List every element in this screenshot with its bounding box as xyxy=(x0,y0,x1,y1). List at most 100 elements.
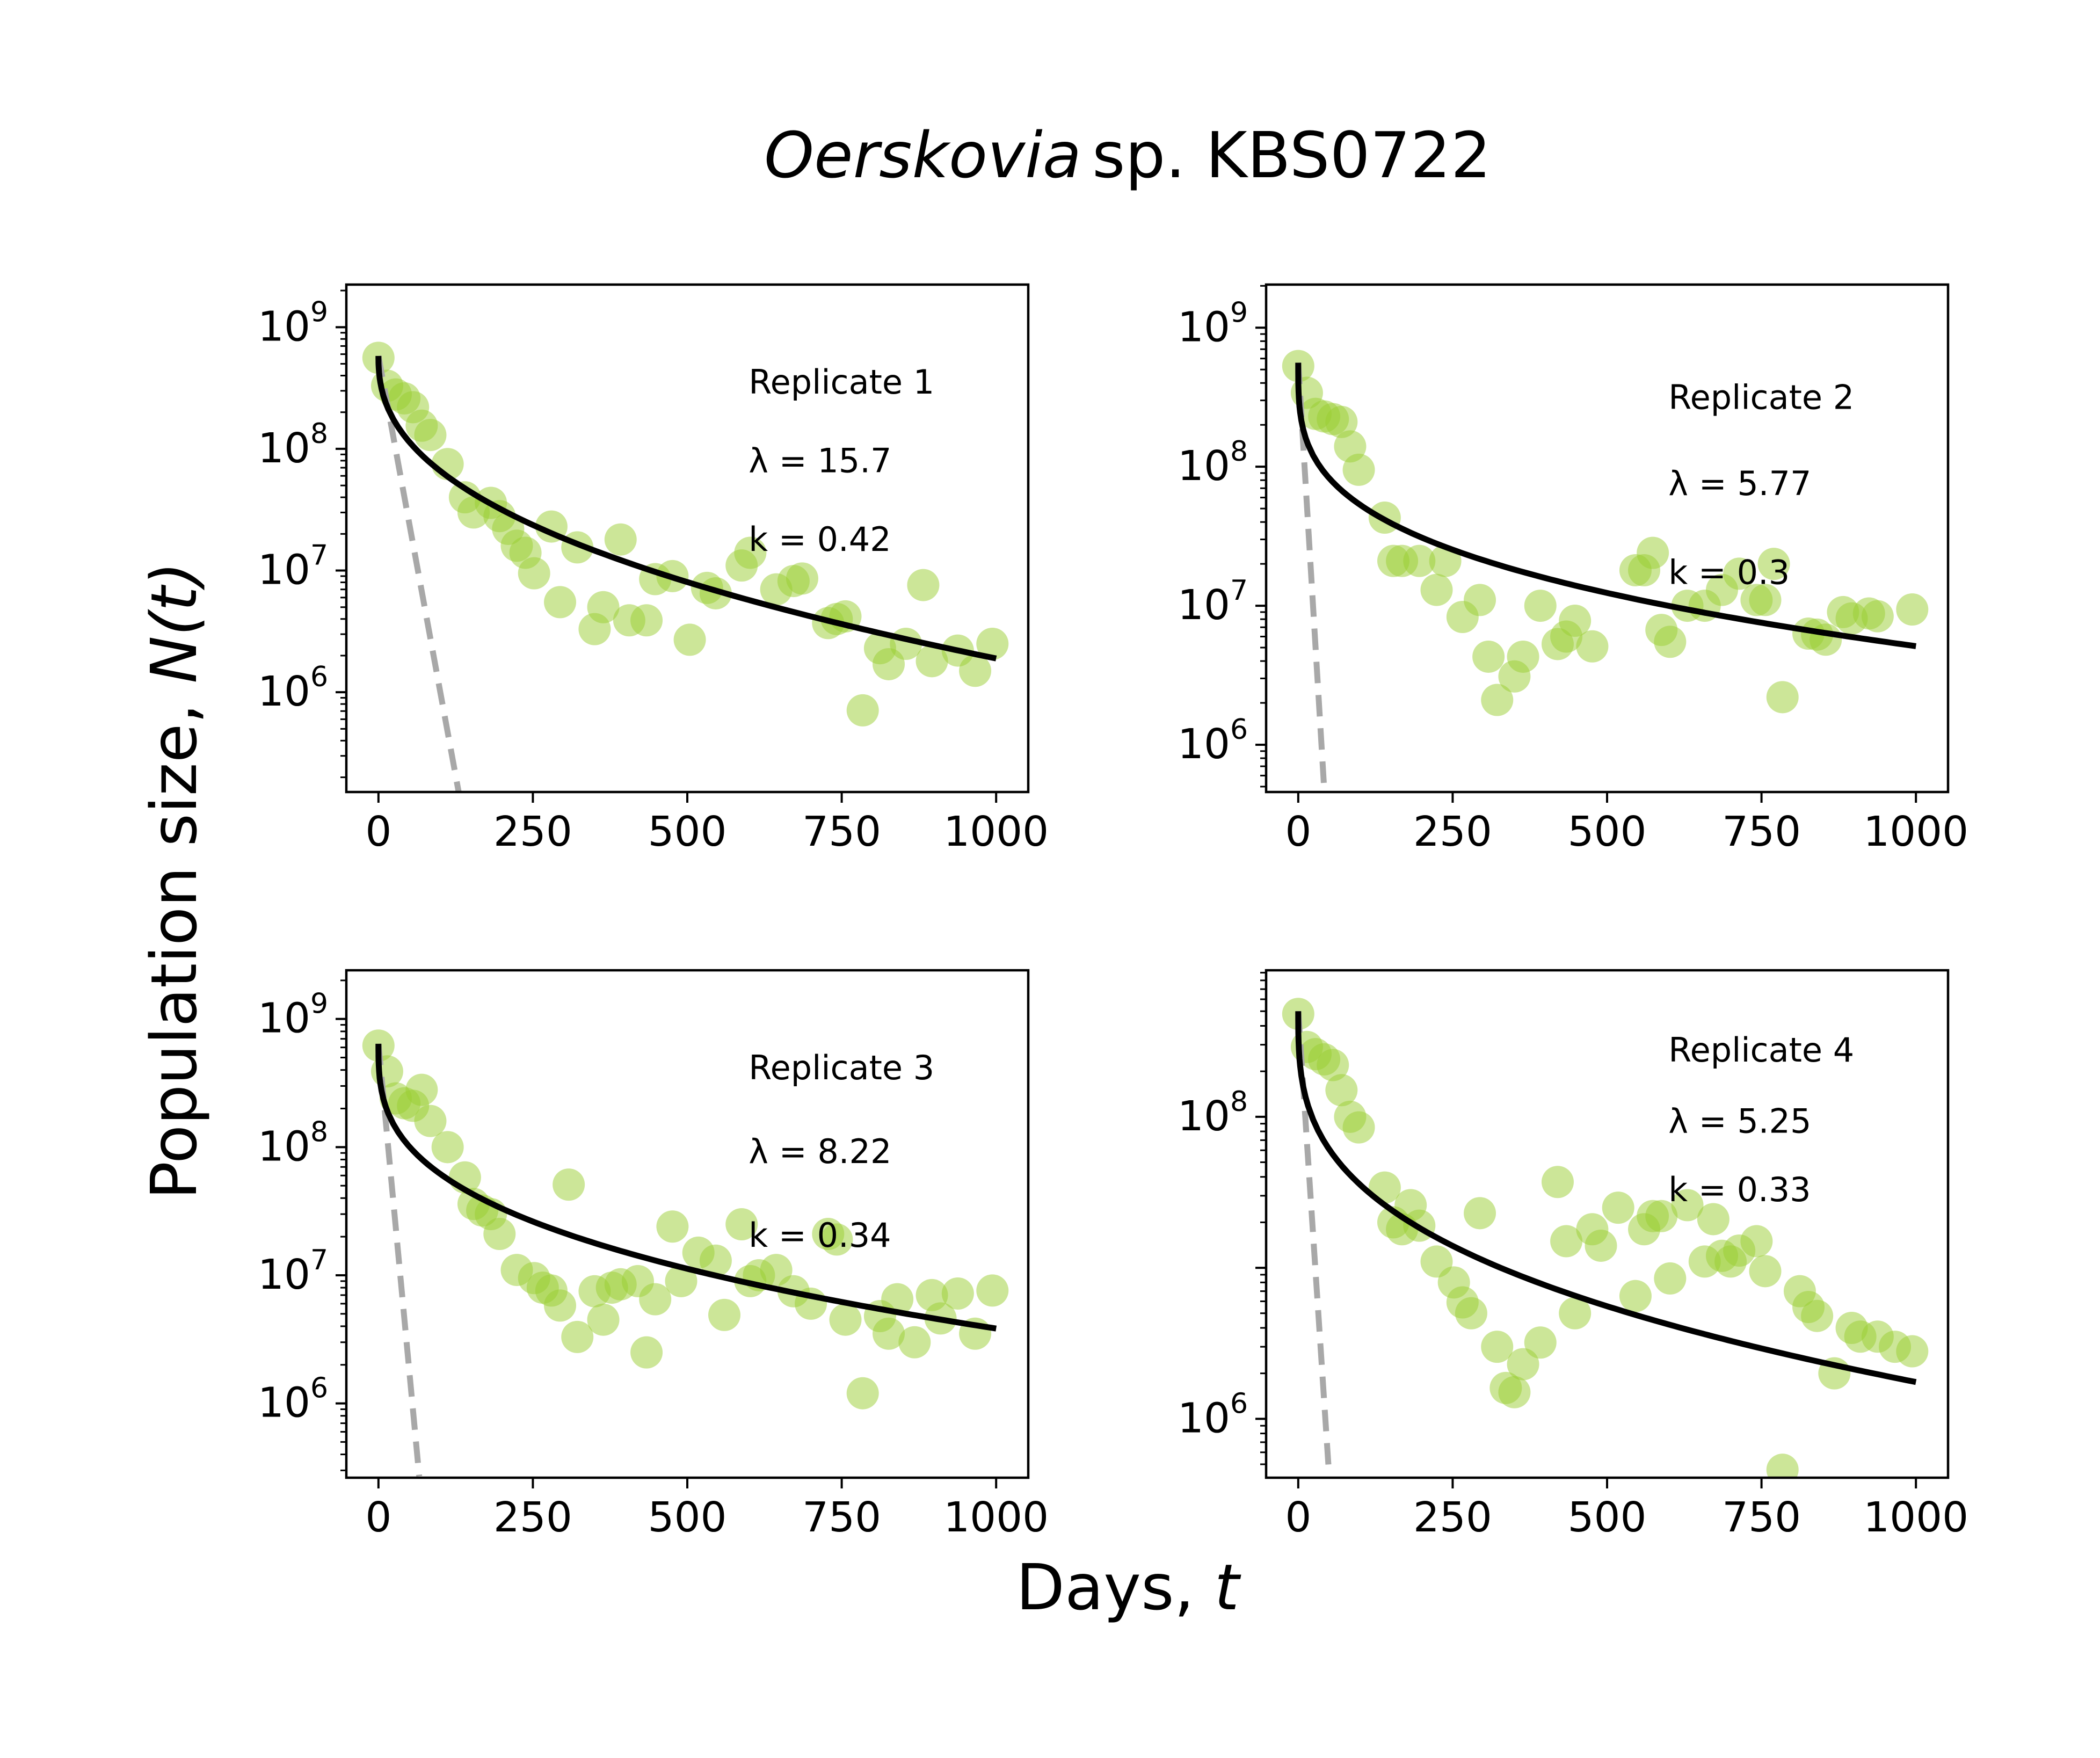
data-point xyxy=(1697,1203,1730,1236)
data-point xyxy=(699,1244,732,1277)
k-label: k = 0.42 xyxy=(749,520,891,559)
data-point xyxy=(656,1210,689,1243)
x-tick-label: 750 xyxy=(802,808,881,856)
plot-area xyxy=(362,1029,1009,1477)
data-point xyxy=(1576,630,1609,663)
figure-title: Oerskovia sp. KBS0722 xyxy=(764,118,1491,192)
data-point xyxy=(786,562,818,595)
y-tick-label: 107 xyxy=(1178,575,1248,629)
data-point xyxy=(1559,1297,1592,1330)
data-point xyxy=(1896,1335,1929,1368)
y-tick-label: 107 xyxy=(258,1244,328,1299)
k-label: k = 0.3 xyxy=(1668,553,1790,592)
data-point xyxy=(1420,573,1453,606)
data-point xyxy=(1498,1376,1531,1408)
fit-curve xyxy=(1295,362,1916,649)
data-point xyxy=(1464,584,1496,616)
x-tick-label: 750 xyxy=(1722,808,1801,856)
x-tick-label: 250 xyxy=(1413,808,1492,856)
x-tick-label: 500 xyxy=(1568,1494,1647,1542)
y-axis-label-var: N(t) xyxy=(137,562,211,684)
data-point xyxy=(1524,1326,1557,1359)
data-point xyxy=(414,419,447,452)
data-point xyxy=(1325,1074,1358,1107)
data-point xyxy=(1464,1197,1496,1230)
fit-curve xyxy=(375,355,997,662)
x-tick-label: 750 xyxy=(1722,1494,1801,1542)
data-point xyxy=(1325,405,1358,438)
data-point xyxy=(1481,684,1514,716)
x-tick-label: 500 xyxy=(1568,808,1647,856)
data-point xyxy=(725,1208,758,1240)
data-point xyxy=(1654,626,1687,658)
y-axis-label-prefix: Population size, xyxy=(137,684,211,1200)
k-label: k = 0.34 xyxy=(749,1216,891,1255)
x-tick-label: 250 xyxy=(1413,1494,1492,1542)
plot-area xyxy=(1282,350,1929,789)
data-point xyxy=(1559,605,1592,637)
data-point xyxy=(405,1073,438,1106)
data-point xyxy=(1749,1255,1782,1288)
data-point xyxy=(760,1254,793,1287)
data-point xyxy=(1637,536,1669,569)
data-point xyxy=(898,1326,931,1359)
figure-title-italic: Oerskovia xyxy=(764,118,1081,192)
data-point xyxy=(1403,544,1436,577)
fit-curve xyxy=(1295,1011,1917,1385)
data-point xyxy=(1541,1166,1574,1198)
data-point xyxy=(1801,1299,1834,1332)
x-tick-label: 0 xyxy=(1285,808,1311,856)
x-tick-label: 750 xyxy=(802,1494,881,1542)
lambda-label: λ = 5.25 xyxy=(1668,1101,1811,1140)
x-tick-label: 500 xyxy=(648,1494,727,1542)
data-point xyxy=(1507,1348,1539,1381)
data-point xyxy=(414,1105,447,1137)
panels-group: 0 250 500 750 1000 106 107 108 109 Replicate 1 λ =… xyxy=(258,283,1968,1542)
axes-frame xyxy=(1265,283,1950,794)
y-axis-label: Population size, N(t) xyxy=(137,562,211,1200)
data-point xyxy=(1723,557,1756,590)
data-point xyxy=(959,655,992,687)
data-point xyxy=(587,1303,620,1336)
data-point xyxy=(1342,1111,1375,1144)
panel-replicate-4: 0 250 500 750 1000 106 108 Replicate 4 λ = 5.25 k… xyxy=(1178,969,1968,1542)
data-point xyxy=(1585,1229,1617,1262)
data-point xyxy=(544,1289,577,1322)
data-point xyxy=(907,569,940,601)
data-point xyxy=(630,1336,663,1369)
replicate-label: Replicate 4 xyxy=(1668,1030,1854,1070)
data-point xyxy=(1455,1297,1487,1330)
data-point xyxy=(518,557,550,590)
replicate-label: Replicate 3 xyxy=(749,1048,934,1087)
data-point xyxy=(1766,1454,1799,1478)
data-point xyxy=(829,1303,862,1336)
y-tick-label: 108 xyxy=(1178,435,1248,490)
lambda-label: λ = 8.22 xyxy=(749,1132,891,1171)
data-point xyxy=(1602,1192,1634,1224)
x-axis-label: Days, t xyxy=(1016,1550,1241,1624)
replicate-label: Replicate 1 xyxy=(749,362,934,402)
x-tick-label: 250 xyxy=(493,808,572,856)
data-point xyxy=(665,1265,697,1297)
y-tick-label: 109 xyxy=(258,988,328,1043)
data-point xyxy=(941,1277,974,1310)
panel-replicate-2: 0 250 500 750 1000 106 107 108 109 Replicate 2 λ =… xyxy=(1178,283,1968,856)
data-point xyxy=(544,586,577,619)
replicate-label: Replicate 2 xyxy=(1668,378,1854,417)
data-point xyxy=(1472,640,1505,673)
lambda-label: λ = 5.77 xyxy=(1668,464,1811,503)
y-tick-label: 106 xyxy=(1178,714,1248,768)
data-point xyxy=(873,1317,905,1350)
exponential-decay-line xyxy=(375,1043,423,1477)
data-point xyxy=(1740,1225,1773,1258)
plot-area xyxy=(362,342,1009,792)
data-point xyxy=(1671,1189,1704,1222)
data-point xyxy=(820,1223,853,1256)
x-tick-label: 0 xyxy=(365,808,391,856)
panel-replicate-3: 0 250 500 750 1000 106 107 108 109 Replicate 3 λ =… xyxy=(258,969,1049,1542)
data-point xyxy=(708,1298,741,1331)
data-point xyxy=(553,1168,585,1201)
figure-title-rest: sp. KBS0722 xyxy=(1092,118,1491,192)
panel-replicate-1: 0 250 500 750 1000 106 107 108 109 Replicate 1 λ =… xyxy=(258,283,1049,856)
data-point xyxy=(1861,600,1894,633)
